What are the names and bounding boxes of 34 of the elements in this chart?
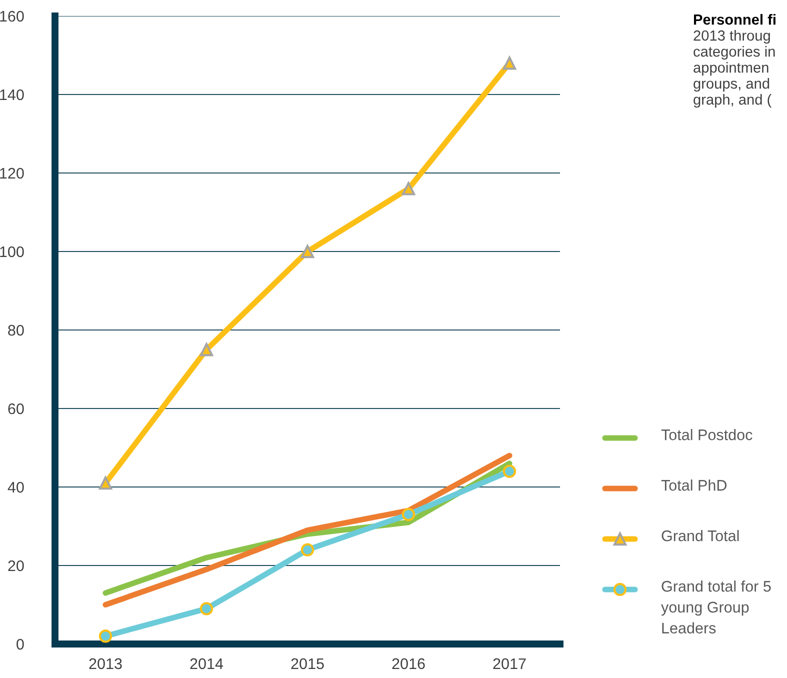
x-tick-label: 2015 [291,658,324,670]
x-tick-label: 2014 [190,658,224,670]
text: groups, and [694,78,770,92]
point [98,630,112,643]
legend-label: Grand total for 5 young Group Leaders [661,580,771,634]
text: 2013 throug [694,30,770,44]
y-tick-label: 0 [16,638,24,650]
y-tick-label: 140 [0,89,24,100]
point [502,464,516,478]
point [200,602,214,616]
y-tick-label: 100 [0,246,24,258]
y-tick-label: 120 [0,168,24,179]
y-tick-label: 20 [8,560,24,572]
point [98,476,112,490]
legend-label: Total PhD [661,480,726,491]
point [200,343,214,356]
point [402,508,416,522]
legend-label: Grand Total [662,530,739,542]
legend-label: Total Postdoc [661,429,752,440]
y-tick-label: 160 [0,10,24,22]
y-tick-label: 40 [8,482,24,493]
text: Personnel fi [694,14,776,25]
x-tick-label: 2013 [89,658,122,670]
text: categories in [694,46,775,60]
point [402,182,416,196]
y-tick-label: 80 [8,324,24,336]
text: appointmen [694,62,768,76]
text: graph, and ( [694,94,772,108]
y-tick-label: 60 [8,403,24,414]
point [300,244,314,258]
point [502,56,516,70]
x-tick-label: 2016 [392,658,425,670]
x-tick-label: 2017 [493,658,526,670]
point [300,543,314,556]
